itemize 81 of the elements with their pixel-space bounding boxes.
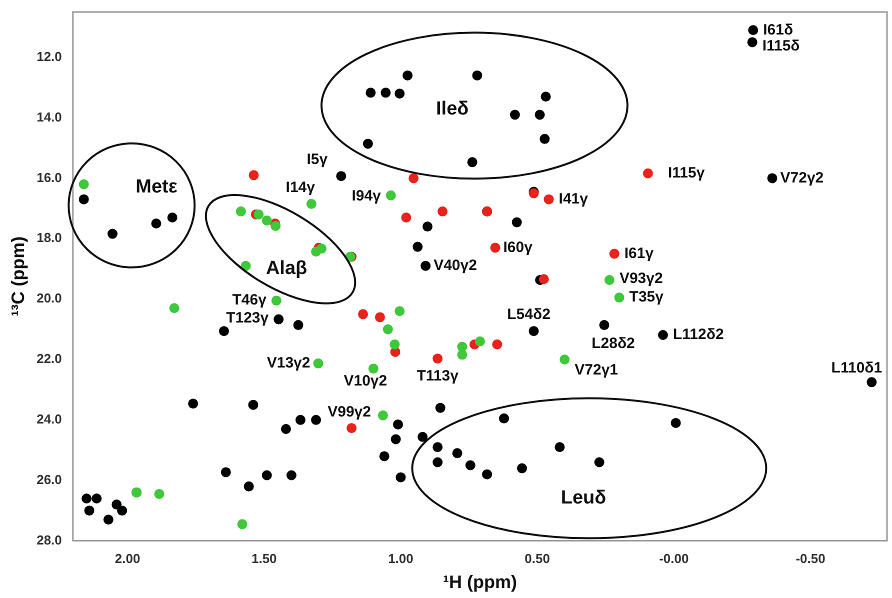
annotation: T113γ xyxy=(416,368,460,385)
annotation: V93γ2 xyxy=(619,270,663,288)
point xyxy=(390,339,400,350)
point xyxy=(474,336,485,346)
point xyxy=(492,339,502,350)
point xyxy=(457,350,468,360)
annotation: L112δ2 xyxy=(672,326,724,344)
annotation: Ileδ xyxy=(436,98,469,120)
annotation: V72γ2 xyxy=(780,169,824,186)
point xyxy=(432,354,443,364)
point xyxy=(438,206,448,216)
point xyxy=(237,519,248,530)
annotation: I41γ xyxy=(558,190,589,208)
point xyxy=(382,324,393,334)
x-tick-label: 0.50 xyxy=(524,551,550,566)
annotation: I115γ xyxy=(668,164,706,182)
point xyxy=(236,206,246,216)
annotation: V99γ2 xyxy=(328,404,371,421)
annotation: T46γ xyxy=(232,292,268,309)
annotation: I61δ xyxy=(763,21,794,38)
point xyxy=(248,170,259,180)
annotation: V72γ1 xyxy=(574,362,618,379)
point xyxy=(311,246,322,257)
annotation: V40γ2 xyxy=(434,256,477,274)
annotation: I5γ xyxy=(306,151,328,168)
annotation: I60γ xyxy=(503,238,534,256)
point xyxy=(78,179,89,190)
point xyxy=(378,410,388,420)
point xyxy=(544,194,554,204)
annotation: I61γ xyxy=(624,244,654,262)
annotation: I115δ xyxy=(762,37,800,54)
point xyxy=(642,168,653,178)
point xyxy=(271,296,282,306)
y-tick-label: 22.0 xyxy=(36,351,62,366)
point xyxy=(609,248,620,259)
point xyxy=(560,354,570,364)
annotation: L54δ2 xyxy=(507,306,550,324)
x-axis-title: ¹H (ppm) xyxy=(442,572,517,592)
point xyxy=(169,303,180,314)
x-tick-label: 1.50 xyxy=(251,551,277,566)
point xyxy=(154,488,164,499)
annotation: I14γ xyxy=(286,179,316,196)
y-tick-label: 12.0 xyxy=(36,48,62,64)
point xyxy=(313,358,324,368)
point xyxy=(262,216,272,226)
y-tick-label: 18.0 xyxy=(36,230,62,246)
x-tick-label: -0.50 xyxy=(796,551,826,566)
annotation: V13γ2 xyxy=(266,354,310,372)
annotation: L110δ1 xyxy=(831,359,882,376)
x-tick-label: 1.00 xyxy=(388,551,414,566)
x-tick-label: 2.00 xyxy=(114,551,140,566)
annotation: V10γ2 xyxy=(344,372,388,390)
point xyxy=(306,198,316,209)
point xyxy=(394,306,405,316)
y-tick-label: 24.0 xyxy=(36,412,62,427)
y-axis-title: ¹³C (ppm) xyxy=(8,236,28,316)
point xyxy=(346,423,357,434)
annotation: T123γ xyxy=(226,309,270,326)
x-tick-label: -0.00 xyxy=(659,551,689,566)
point xyxy=(358,309,368,320)
point xyxy=(408,173,419,184)
y-tick-label: 14.0 xyxy=(36,109,62,124)
point xyxy=(538,274,549,284)
annotation: L28δ2 xyxy=(592,335,635,352)
annotation: Leuδ xyxy=(560,488,606,509)
point xyxy=(374,312,385,322)
point xyxy=(254,209,264,220)
point xyxy=(490,242,500,253)
point xyxy=(368,364,378,374)
point xyxy=(614,292,624,303)
y-tick-label: 20.0 xyxy=(36,290,62,306)
y-tick-label: 26.0 xyxy=(36,472,62,487)
annotation: I94γ xyxy=(352,188,382,205)
point xyxy=(604,275,614,286)
annotation: Alaβ xyxy=(266,258,308,280)
point xyxy=(401,212,412,222)
y-tick-label: 16.0 xyxy=(36,170,62,185)
annotation: Metε xyxy=(136,176,178,198)
annotation: T35γ xyxy=(629,288,664,306)
y-tick-label: 28.0 xyxy=(36,532,62,548)
point xyxy=(386,190,396,200)
